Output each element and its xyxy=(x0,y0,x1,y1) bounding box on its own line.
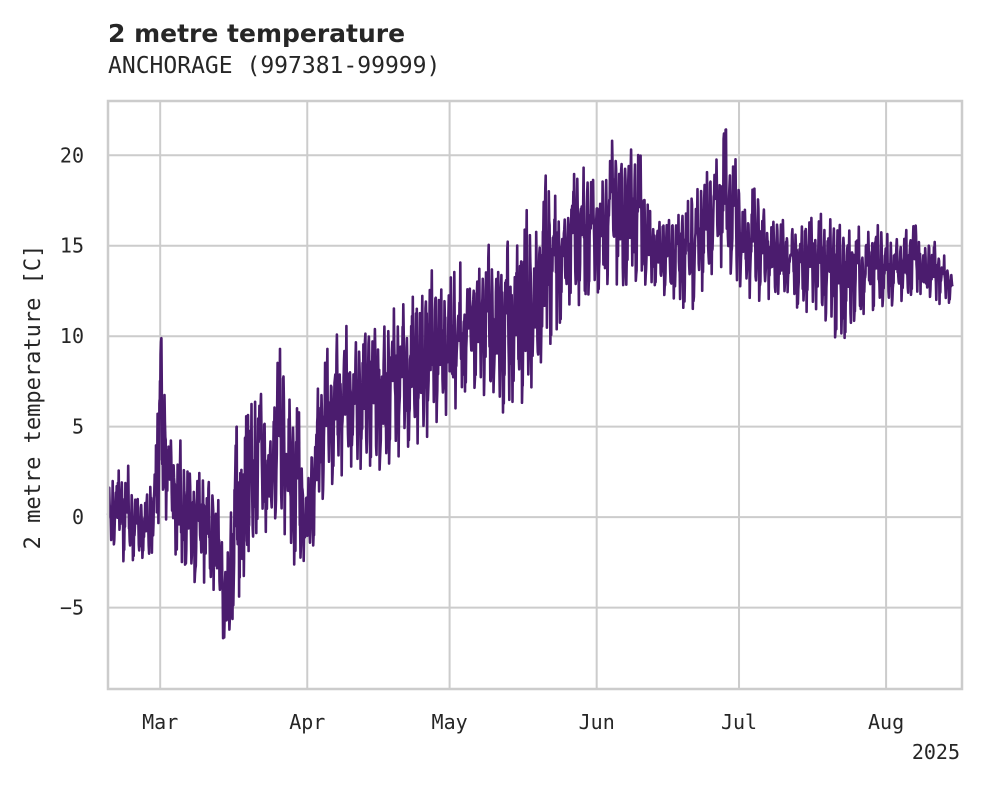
chart-subtitle: ANCHORAGE (997381-99999) xyxy=(108,53,440,79)
y-tick-labels: −5 0 5 10 15 20 xyxy=(60,143,84,619)
x-tick-label: May xyxy=(432,710,468,734)
x-tick-labels: Mar Apr May Jun Jul Aug xyxy=(142,710,904,734)
temperature-series-line xyxy=(106,128,954,640)
y-tick-label: −5 xyxy=(60,596,84,620)
y-tick-label: 15 xyxy=(60,234,84,258)
x-tick-label: Mar xyxy=(142,710,178,734)
y-axis-label: 2 metre temperature [C] xyxy=(21,245,46,550)
x-offset-label-year: 2025 xyxy=(912,740,960,764)
chart-title: 2 metre temperature xyxy=(108,19,405,48)
y-tick-label: 20 xyxy=(60,143,84,167)
y-tick-label: 5 xyxy=(72,415,84,439)
grid-lines xyxy=(108,101,962,689)
temperature-line xyxy=(106,128,954,640)
plot-frame xyxy=(106,99,964,691)
y-tick-label: 0 xyxy=(72,505,84,529)
x-tick-label: Aug xyxy=(868,710,904,734)
y-tick-label: 10 xyxy=(60,324,84,348)
x-tick-label: Jun xyxy=(579,710,615,734)
x-tick-label: Jul xyxy=(721,710,757,734)
x-tick-label: Apr xyxy=(289,710,325,734)
